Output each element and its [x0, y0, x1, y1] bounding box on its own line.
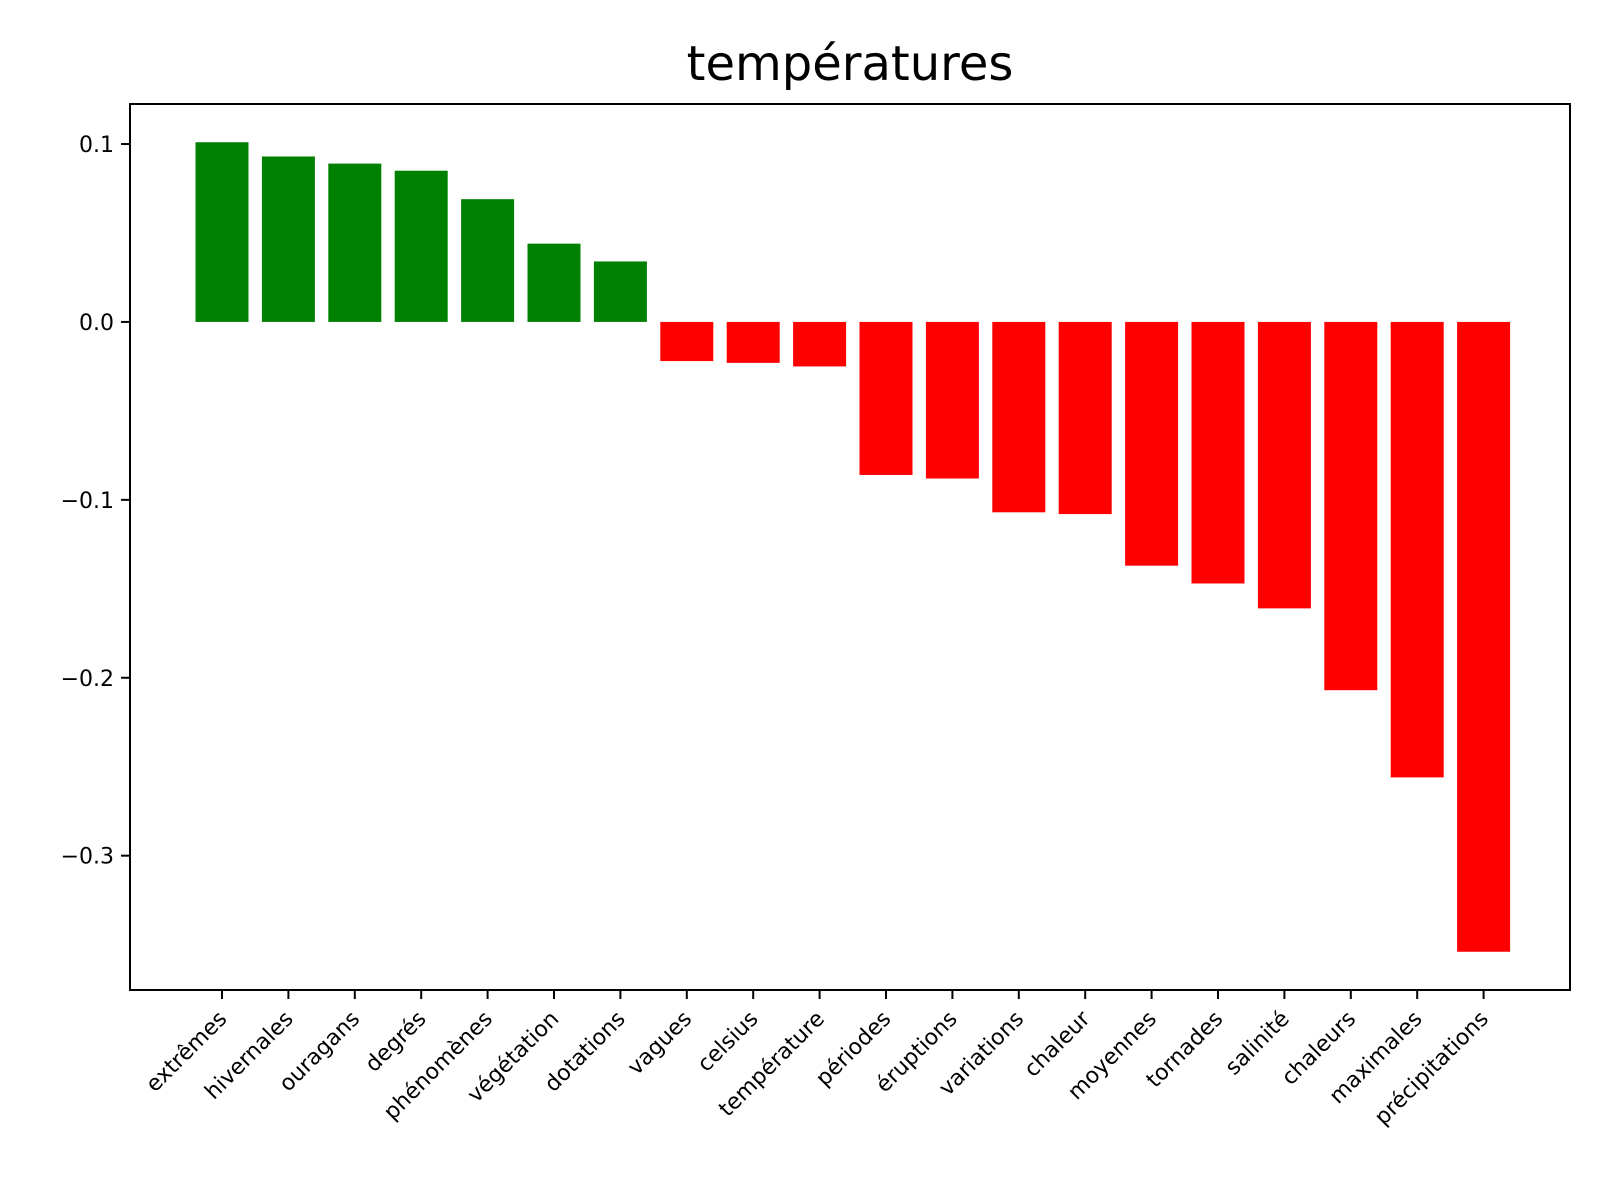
y-tick-label: 0.0 — [79, 311, 114, 336]
y-tick-label: −0.2 — [61, 667, 114, 692]
bar-0 — [195, 142, 249, 322]
bar-17 — [1324, 321, 1378, 691]
bar-16 — [1257, 321, 1311, 609]
chart-title: températures — [687, 36, 1014, 92]
bars-group — [195, 142, 1511, 952]
bar-9 — [793, 321, 847, 367]
x-axis: extrêmeshivernalesouragansdegrésphénomèn… — [142, 990, 1494, 1130]
bar-3 — [394, 170, 448, 322]
bar-5 — [527, 243, 581, 322]
y-axis: 0.1 0.0 −0.1 −0.2 −0.3 — [61, 133, 130, 870]
bar-19 — [1457, 321, 1511, 952]
bar-6 — [593, 261, 647, 322]
bar-4 — [461, 199, 515, 322]
y-tick-label: −0.1 — [61, 489, 114, 514]
y-tick-label: 0.1 — [79, 133, 114, 158]
plot-frame — [129, 103, 1571, 991]
x-category-label: vagues — [623, 1007, 697, 1081]
bar-7 — [660, 321, 714, 362]
x-category-label: précipitations — [1370, 1007, 1494, 1131]
y-tick-label: −0.3 — [61, 845, 114, 870]
bar-2 — [328, 163, 382, 322]
bar-14 — [1125, 321, 1179, 566]
bar-12 — [992, 321, 1046, 513]
bar-13 — [1058, 321, 1112, 515]
bar-8 — [726, 321, 780, 363]
bar-1 — [261, 156, 315, 322]
bar-10 — [859, 321, 913, 475]
bar-18 — [1390, 321, 1444, 778]
bar-15 — [1191, 321, 1245, 584]
bar-11 — [925, 321, 979, 479]
